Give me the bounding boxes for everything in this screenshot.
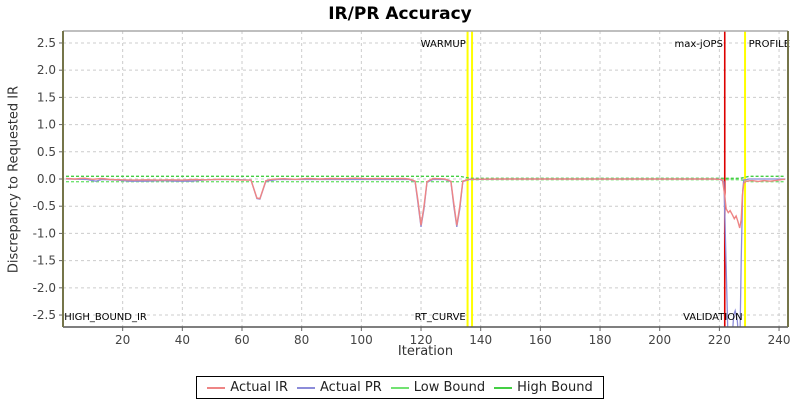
chart-canvas: 2.5 2.0 1.5 1.0 0.5 0.0 -0.5 -1.0 -1.5 -2.0 -2.5 20…: [33, 30, 791, 347]
tick-label-y--2: -2.0: [33, 281, 56, 295]
annotation-profile-label: PROFILE: [749, 39, 790, 50]
tick-label-x-180: 180: [589, 333, 612, 347]
tick-label-x-80: 80: [294, 333, 309, 347]
legend-box: Actual IR Actual PR Low Bound High Bound: [196, 376, 604, 399]
legend-item-high-bound: High Bound: [494, 380, 593, 395]
series-actual-ir: [65, 177, 786, 229]
annotation-rt-curve-label: RT_CURVE: [415, 312, 466, 323]
x-axis-title: Iteration: [397, 344, 454, 359]
y-axis-title: Discrepancy to Requested IR: [6, 85, 22, 274]
tick-label-x-100: 100: [350, 333, 373, 347]
legend-label-actual-pr: Actual PR: [320, 380, 382, 395]
annotation-high-bound-ir-label: HIGH_BOUND_IR: [64, 312, 147, 323]
tick-label-y-0: 0.0: [37, 172, 56, 186]
legend-label-low-bound: Low Bound: [413, 380, 486, 395]
annotation-max-jops-label: max-jOPS: [675, 39, 723, 50]
tick-label-x-60: 60: [234, 333, 249, 347]
tick-label-y--1.5: -1.5: [33, 254, 56, 268]
legend-swatch-low-bound: [390, 386, 409, 389]
tick-label-x-140: 140: [469, 333, 492, 347]
legend-item-low-bound: Low Bound: [390, 380, 486, 395]
annotation-validation-label: VALIDATION: [683, 312, 743, 323]
annotation-warmup-label: WARMUP: [421, 39, 466, 50]
tick-label-y-1.5: 1.5: [37, 90, 56, 104]
tick-label-y--0.5: -0.5: [33, 199, 56, 213]
tick-label-y-0.5: 0.5: [37, 145, 56, 159]
tick-label-x-240: 240: [768, 333, 791, 347]
legend-swatch-actual-pr: [297, 386, 316, 389]
legend-label-actual-ir: Actual IR: [230, 380, 289, 395]
tick-label-y--2.5: -2.5: [33, 308, 56, 322]
series-actual-pr: [65, 178, 785, 327]
tick-label-y--1: -1.0: [33, 226, 56, 240]
tick-label-y-2: 2.0: [37, 63, 56, 77]
legend-swatch-high-bound: [494, 386, 513, 389]
tick-label-y-1: 1.0: [37, 118, 56, 132]
legend-item-actual-ir: Actual IR: [207, 380, 288, 395]
tick-label-x-40: 40: [175, 333, 190, 347]
legend: Actual IR Actual PR Low Bound High Bound: [0, 376, 800, 399]
tick-label-y-2.5: 2.5: [37, 36, 56, 50]
legend-label-high-bound: High Bound: [517, 380, 593, 395]
tick-label-x-200: 200: [648, 333, 671, 347]
chart-title: IR/PR Accuracy: [328, 4, 472, 24]
tick-label-x-220: 220: [708, 333, 731, 347]
legend-swatch-actual-ir: [207, 386, 226, 389]
tick-label-x-160: 160: [529, 333, 552, 347]
tick-label-x-20: 20: [115, 333, 130, 347]
legend-item-actual-pr: Actual PR: [297, 380, 382, 395]
tick-label-x-120: 120: [410, 333, 433, 347]
